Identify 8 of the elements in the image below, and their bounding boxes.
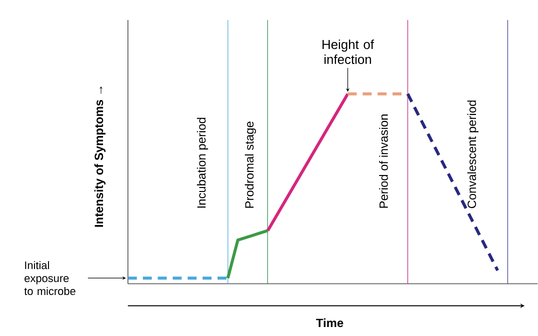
x-axis-title: Time xyxy=(316,318,344,328)
annotation: Period of invasion xyxy=(379,114,388,208)
text: Height of infection xyxy=(322,40,374,64)
annotation: Incubation period xyxy=(196,118,208,208)
text: Initial exposure to microbe xyxy=(24,261,76,296)
annotation: Prodromal stage xyxy=(244,122,256,208)
y-axis-title: Intensity of Symptoms → xyxy=(94,86,106,227)
annotation: Convalescent period xyxy=(467,100,478,208)
